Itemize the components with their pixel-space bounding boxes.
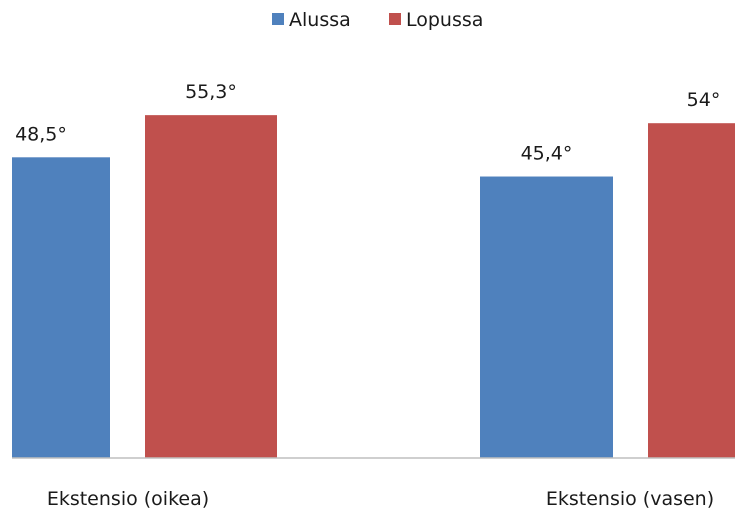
bar-alussa-vasen [480, 176, 613, 458]
legend-label-lopussa: Lopussa [406, 9, 483, 31]
data-label-lopussa-oikea: 55,3° [185, 81, 237, 103]
bar-alussa-oikea [12, 157, 110, 459]
legend-label-alussa: Alussa [289, 9, 351, 31]
bars-group [12, 115, 735, 459]
bar-lopussa-oikea [145, 115, 277, 458]
data-label-alussa-oikea: 48,5° [15, 123, 67, 145]
bar-lopussa-vasen [648, 123, 735, 458]
legend: Alussa Lopussa [272, 9, 483, 31]
legend-swatch-lopussa [389, 13, 401, 25]
data-label-alussa-vasen: 45,4° [521, 143, 573, 165]
value-labels-group: 48,5° 55,3° 45,4° 54° [15, 81, 720, 164]
legend-swatch-alussa [272, 13, 284, 25]
category-label-vasen: Ekstensio (vasen) [546, 488, 714, 510]
data-label-lopussa-vasen: 54° [687, 89, 721, 111]
category-label-oikea: Ekstensio (oikea) [47, 488, 209, 510]
